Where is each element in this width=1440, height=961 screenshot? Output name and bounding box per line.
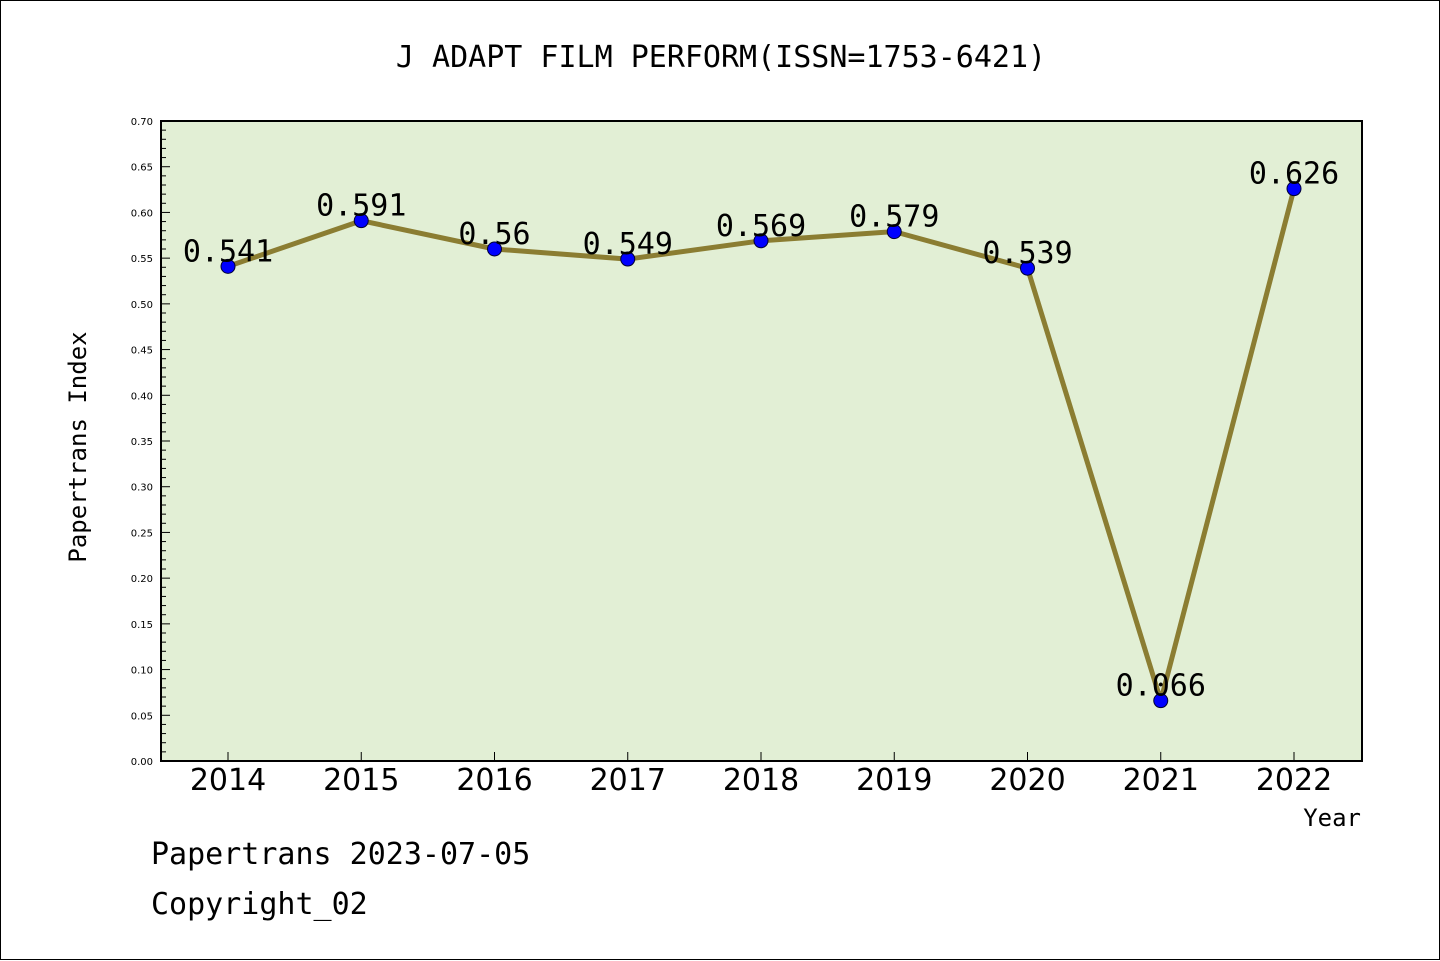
footer-date: Papertrans 2023-07-05: [151, 837, 531, 872]
y-tick-label: 0.10: [131, 666, 153, 677]
axes: 0.00 0.05 0.10 0.15 0.20 0.25 0.30 0.35 0.40 0.45…: [131, 117, 1332, 798]
y-axis-label: Papertrans Index: [64, 331, 92, 562]
y-tick-label: 0.35: [131, 437, 153, 448]
data-point: [487, 241, 502, 257]
data-point: [1020, 260, 1035, 276]
data-point: [886, 224, 902, 240]
y-tick-label: 0.20: [131, 574, 153, 585]
chart-title: J ADAPT FILM PERFORM(ISSN=1753-6421): [396, 40, 1046, 75]
data-label: 0.541: [183, 234, 273, 269]
y-tick-label: 0.30: [131, 483, 153, 494]
y-tick-label: 0.70: [131, 117, 153, 128]
y-tick-label: 0.25: [131, 528, 153, 539]
data-point: [620, 251, 636, 267]
data-label: 0.626: [1249, 157, 1339, 192]
y-tick-label: 0.40: [131, 391, 153, 402]
y-tick-label: 0.65: [131, 163, 153, 174]
y-tick-label: 0.05: [131, 711, 153, 722]
data-label: 0.539: [982, 236, 1072, 271]
x-tick-label: 2014: [190, 763, 266, 798]
data-label: 0.549: [583, 227, 673, 262]
data-label: 0.56: [458, 217, 530, 252]
x-tick-label: 2021: [1123, 763, 1199, 798]
x-tick-label: 2019: [856, 763, 932, 798]
data-label: 0.066: [1116, 669, 1206, 704]
data-point: [1286, 181, 1302, 197]
x-tick-label: 2015: [323, 763, 399, 798]
footer-copyright: Copyright_02: [151, 887, 368, 922]
y-tick-label: 0.50: [131, 300, 153, 311]
y-tick-label: 0.45: [131, 346, 153, 357]
y-tick-label: 0.60: [131, 208, 153, 219]
data-label: 0.569: [716, 209, 806, 244]
x-tick-label: 2017: [590, 763, 666, 798]
y-tick-label: 0.00: [131, 757, 153, 768]
series-group: [220, 181, 1302, 709]
y-tick-label: 0.15: [131, 620, 153, 631]
x-tick-label: 2016: [456, 763, 532, 798]
x-tick-label: 2018: [723, 763, 799, 798]
x-tick-label: 2020: [989, 763, 1065, 798]
data-point: [1153, 693, 1169, 709]
data-label: 0.579: [849, 200, 939, 235]
data-point: [353, 213, 369, 229]
data-point: [220, 258, 236, 274]
x-axis-label: Year: [1303, 804, 1361, 832]
data-labels-group: 0.541 0.591 0.56 0.549 0.569 0.579 0.539 0.066 0…: [183, 157, 1339, 704]
data-label: 0.591: [316, 189, 406, 224]
y-tick-label: 0.55: [131, 254, 153, 265]
data-point: [753, 233, 769, 249]
x-tick-label: 2022: [1256, 763, 1332, 798]
